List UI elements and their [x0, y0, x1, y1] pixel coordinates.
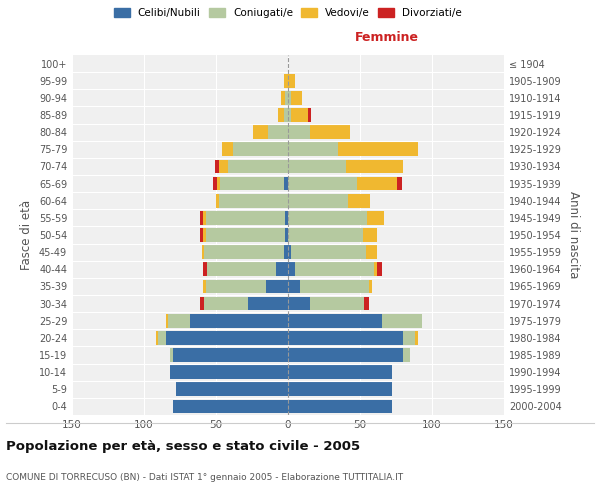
Bar [284, 176, 288, 190]
Bar [415, 331, 418, 344]
Bar [203, 280, 206, 293]
Legend: Celibi/Nubili, Coniugati/e, Vedovi/e, Divorziati/e: Celibi/Nubili, Coniugati/e, Vedovi/e, Di… [111, 4, 465, 21]
Bar [366, 246, 377, 259]
Bar [291, 246, 366, 259]
Bar [205, 246, 284, 259]
Bar [288, 400, 392, 413]
Bar [219, 160, 227, 173]
Y-axis label: Fasce di età: Fasce di età [20, 200, 33, 270]
Bar [248, 296, 288, 310]
Bar [206, 280, 266, 293]
Bar [288, 91, 291, 104]
Bar [285, 228, 288, 242]
Bar [206, 228, 285, 242]
Bar [216, 194, 219, 207]
Bar [200, 228, 203, 242]
Bar [278, 108, 284, 122]
Bar [288, 246, 291, 259]
Bar [288, 194, 349, 207]
Bar [288, 382, 392, 396]
Bar [233, 142, 288, 156]
Bar [213, 176, 217, 190]
Bar [363, 228, 377, 242]
Bar [206, 211, 285, 224]
Bar [170, 348, 173, 362]
Text: Popolazione per età, sesso e stato civile - 2005: Popolazione per età, sesso e stato civil… [6, 440, 360, 453]
Bar [190, 314, 288, 328]
Bar [277, 262, 288, 276]
Bar [169, 314, 190, 328]
Bar [202, 246, 205, 259]
Bar [285, 91, 288, 104]
Y-axis label: Anni di nascita: Anni di nascita [567, 192, 580, 278]
Bar [288, 348, 403, 362]
Bar [288, 280, 299, 293]
Bar [170, 366, 288, 379]
Bar [200, 296, 205, 310]
Bar [284, 74, 288, 88]
Bar [288, 366, 392, 379]
Bar [403, 348, 410, 362]
Bar [203, 211, 206, 224]
Bar [222, 142, 233, 156]
Bar [173, 348, 288, 362]
Bar [377, 262, 382, 276]
Bar [203, 262, 208, 276]
Bar [227, 160, 288, 173]
Bar [288, 74, 295, 88]
Bar [288, 126, 310, 139]
Text: Femmine: Femmine [355, 31, 419, 44]
Bar [220, 176, 284, 190]
Bar [310, 296, 364, 310]
Bar [403, 331, 415, 344]
Bar [155, 331, 158, 344]
Bar [205, 296, 248, 310]
Bar [176, 382, 288, 396]
Bar [288, 176, 357, 190]
Bar [288, 331, 403, 344]
Text: COMUNE DI TORRECUSO (BN) - Dati ISTAT 1° gennaio 2005 - Elaborazione TUTTITALIA.: COMUNE DI TORRECUSO (BN) - Dati ISTAT 1°… [6, 473, 403, 482]
Bar [295, 262, 374, 276]
Bar [288, 142, 338, 156]
Bar [338, 142, 418, 156]
Bar [397, 176, 402, 190]
Bar [364, 296, 368, 310]
Bar [357, 176, 397, 190]
Bar [368, 280, 371, 293]
Bar [288, 108, 291, 122]
Bar [310, 126, 350, 139]
Bar [253, 126, 268, 139]
Bar [299, 280, 368, 293]
Bar [281, 91, 285, 104]
Bar [219, 194, 288, 207]
Bar [291, 91, 302, 104]
Bar [266, 280, 288, 293]
Bar [215, 160, 219, 173]
Bar [173, 400, 288, 413]
Bar [288, 262, 295, 276]
Bar [284, 246, 288, 259]
Bar [288, 296, 310, 310]
Bar [374, 262, 377, 276]
Bar [208, 262, 277, 276]
Bar [166, 314, 169, 328]
Bar [291, 108, 308, 122]
Bar [346, 160, 403, 173]
Bar [268, 126, 288, 139]
Bar [288, 314, 382, 328]
Bar [203, 228, 206, 242]
Bar [217, 176, 220, 190]
Bar [288, 160, 346, 173]
Bar [308, 108, 311, 122]
Bar [284, 108, 288, 122]
Bar [285, 211, 288, 224]
Bar [367, 211, 385, 224]
Bar [200, 211, 203, 224]
Bar [288, 211, 367, 224]
Bar [382, 314, 422, 328]
Bar [288, 228, 363, 242]
Bar [166, 331, 288, 344]
Bar [349, 194, 370, 207]
Bar [158, 331, 166, 344]
